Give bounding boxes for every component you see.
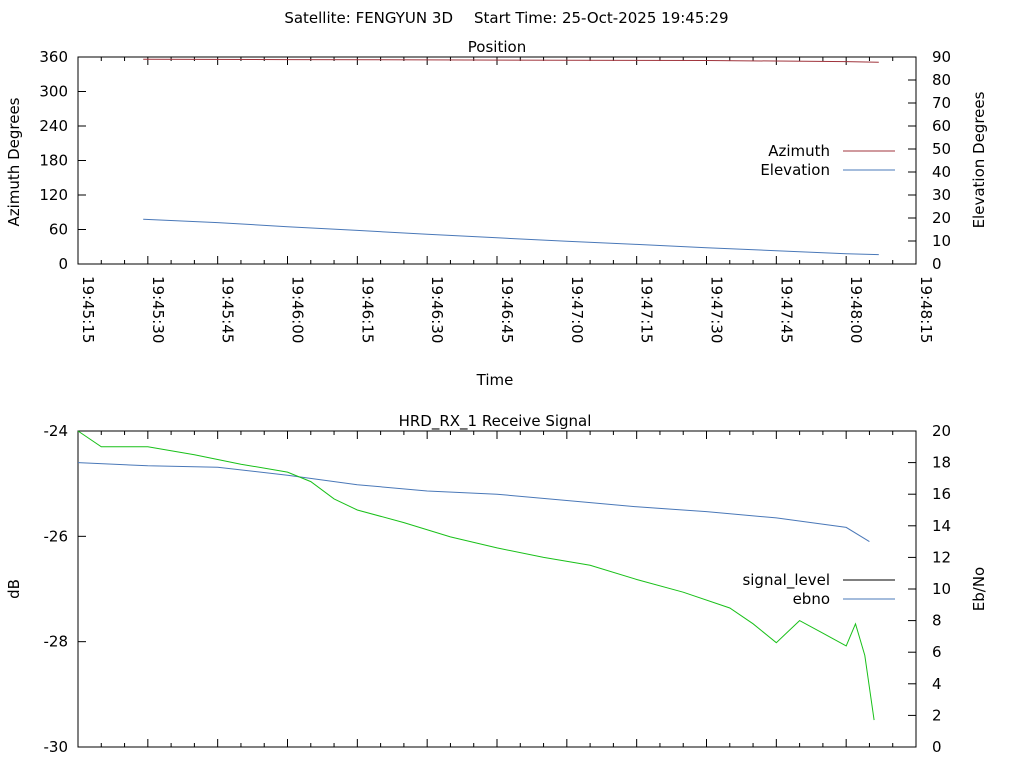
- signal-left-y-tick-label: -30: [44, 738, 69, 756]
- position-x-tick-label: 19:46:00: [289, 276, 307, 343]
- position-x-tick-label: 19:47:15: [638, 276, 656, 343]
- position-left-y-tick-label: 0: [58, 255, 68, 273]
- position-x-tick-label: 19:45:45: [219, 276, 237, 343]
- signal-legend-label: signal_level: [742, 571, 830, 590]
- signal-left-axis-label: dB: [5, 579, 23, 599]
- position-x-tick-label: 19:46:15: [358, 276, 376, 343]
- position-right-y-tick-label: 50: [932, 140, 951, 158]
- position-right-y-tick-label: 90: [932, 48, 951, 66]
- signal-series-trace-line: [77, 430, 875, 721]
- position-left-y-tick-label: 240: [39, 117, 68, 135]
- signal-right-y-tick-label: 14: [932, 517, 951, 535]
- signal-right-y-tick-label: 0: [932, 738, 942, 756]
- signal-plot: -24 -26 -28 -30 0 2 4 6 8 10 12 14 16 18 20 signal_leve…: [44, 422, 952, 756]
- signal-chart-title: HRD_RX_1 Receive Signal: [399, 412, 592, 431]
- position-right-axis-label: Elevation Degrees: [970, 91, 988, 228]
- position-right-y-tick-label: 30: [932, 186, 951, 204]
- signal-right-y-tick-label: 12: [932, 548, 951, 566]
- signal-right-y-tick-label: 6: [932, 643, 942, 661]
- position-x-tick-label: 19:48:15: [917, 276, 935, 343]
- position-x-tick-label: 19:45:15: [79, 276, 97, 343]
- position-x-tick-label: 19:47:45: [777, 276, 795, 343]
- position-x-tick-label: 19:46:45: [498, 276, 516, 343]
- position-right-y-tick-label: 10: [932, 232, 951, 250]
- position-series-azimuth-line: [143, 58, 879, 63]
- signal-legend-label: ebno: [793, 590, 830, 608]
- position-x-tick-label: 19:45:30: [149, 276, 167, 343]
- satellite-label: Satellite: FENGYUN 3D: [284, 9, 453, 27]
- signal-right-axis-label: Eb/No: [970, 567, 988, 611]
- position-x-tick-label: 19:47:30: [708, 276, 726, 343]
- position-left-y-tick-label: 360: [39, 48, 68, 66]
- position-right-y-tick-label: 40: [932, 163, 951, 181]
- position-left-y-tick-label: 180: [39, 152, 68, 170]
- signal-right-y-tick-label: 8: [932, 612, 942, 630]
- signal-left-y-tick-label: -26: [44, 527, 69, 545]
- signal-right-y-tick-label: 18: [932, 454, 951, 472]
- position-x-tick-label: 19:48:00: [847, 276, 865, 343]
- signal-series-ebno-line: [77, 462, 870, 543]
- signal-right-y-tick-label: 20: [932, 422, 951, 440]
- position-right-y-tick-label: 20: [932, 209, 951, 227]
- position-left-y-tick-label: 120: [39, 186, 68, 204]
- position-left-axis-label: Azimuth Degrees: [5, 97, 23, 226]
- position-x-tick-label: 19:46:30: [428, 276, 446, 343]
- position-x-axis-label: Time: [476, 371, 514, 389]
- signal-right-y-tick-label: 10: [932, 580, 951, 598]
- position-chart-title: Position: [468, 38, 526, 56]
- position-right-y-tick-label: 70: [932, 94, 951, 112]
- signal-left-y-tick-label: -24: [44, 422, 69, 440]
- position-legend-label: Elevation: [760, 161, 830, 179]
- signal-right-y-tick-label: 2: [932, 706, 942, 724]
- position-left-y-tick-label: 300: [39, 83, 68, 101]
- position-series-elevation-line: [143, 218, 879, 256]
- position-legend-label: Azimuth: [768, 142, 830, 160]
- position-x-tick-label: 19:47:00: [568, 276, 586, 343]
- position-right-y-tick-label: 0: [932, 255, 942, 273]
- position-left-y-tick-label: 60: [49, 221, 68, 239]
- position-right-y-tick-label: 80: [932, 71, 951, 89]
- position-right-y-tick-label: 60: [932, 117, 951, 135]
- start-time-label: Start Time: 25-Oct-2025 19:45:29: [474, 9, 729, 27]
- signal-plot-frame: [77, 430, 917, 748]
- position-plot: 19:45:15 19:45:30 19:45:45 19:46:00 19:46:15…: [39, 48, 951, 343]
- signal-left-y-tick-label: -28: [44, 633, 69, 651]
- signal-right-y-tick-label: 16: [932, 485, 951, 503]
- signal-right-y-tick-label: 4: [932, 675, 942, 693]
